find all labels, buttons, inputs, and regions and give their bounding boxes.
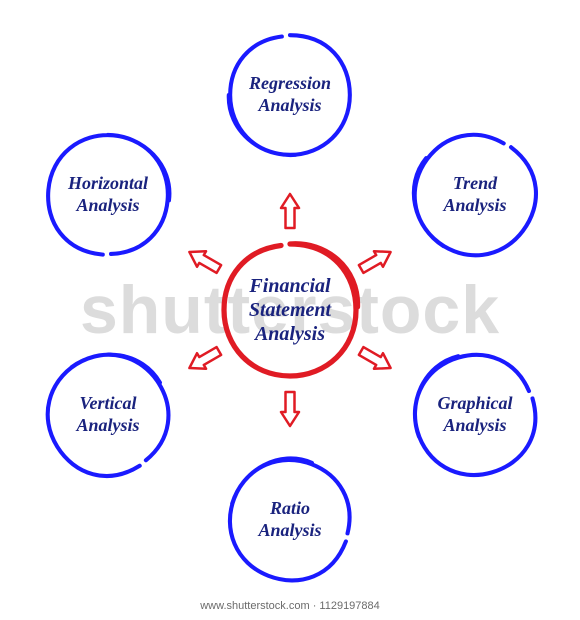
outer-node-vertical: Vertical Analysis bbox=[40, 347, 176, 483]
radial-arrow bbox=[270, 192, 310, 232]
outer-node-label: Horizontal Analysis bbox=[58, 173, 158, 216]
outer-node-label: Ratio Analysis bbox=[248, 498, 331, 541]
outer-node-label: Trend Analysis bbox=[433, 173, 516, 216]
outer-node-regression: Regression Analysis bbox=[222, 27, 358, 163]
diagram-stage: shutterstock Financial Statement Analysi… bbox=[0, 0, 580, 620]
outer-node-label: Graphical Analysis bbox=[427, 393, 522, 436]
radial-arrow bbox=[270, 388, 310, 428]
arrow-icon bbox=[270, 388, 310, 428]
footer-attribution: www.shutterstock.com · 1129197884 bbox=[0, 600, 580, 612]
center-node: Financial Statement Analysis bbox=[215, 235, 365, 385]
outer-node-trend: Trend Analysis bbox=[407, 127, 543, 263]
outer-node-ratio: Ratio Analysis bbox=[222, 452, 358, 588]
outer-node-graphical: Graphical Analysis bbox=[407, 347, 543, 483]
arrow-icon bbox=[270, 192, 310, 232]
outer-node-horizontal: Horizontal Analysis bbox=[40, 127, 176, 263]
center-node-label: Financial Statement Analysis bbox=[239, 274, 341, 346]
outer-node-label: Vertical Analysis bbox=[66, 393, 149, 436]
outer-node-label: Regression Analysis bbox=[239, 73, 341, 116]
